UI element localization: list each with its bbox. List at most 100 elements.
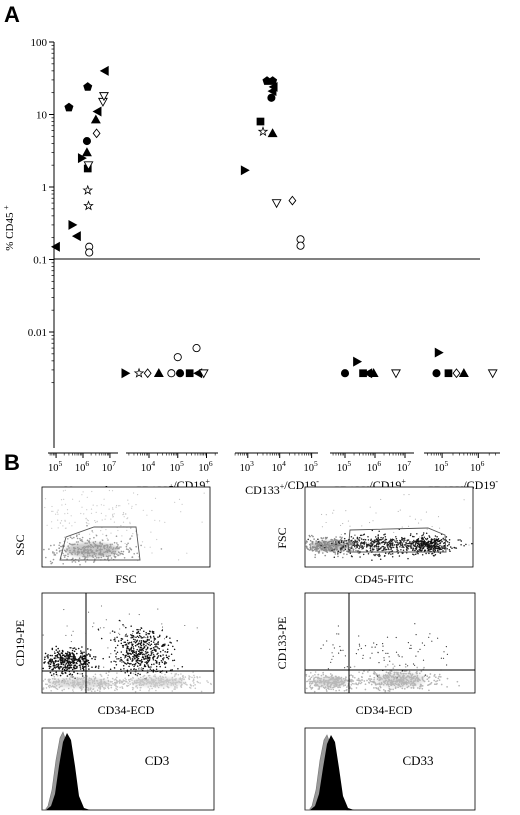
event-dot bbox=[157, 608, 159, 610]
event-dot bbox=[117, 554, 119, 557]
event-dot bbox=[384, 533, 386, 535]
event-dot bbox=[137, 534, 139, 536]
event-dot bbox=[136, 658, 139, 660]
event-dot bbox=[393, 671, 396, 674]
event-dot bbox=[102, 678, 105, 681]
event-dot bbox=[92, 556, 94, 558]
event-dot bbox=[137, 672, 139, 675]
event-dot bbox=[122, 550, 125, 553]
event-dot bbox=[409, 544, 411, 546]
event-dot bbox=[58, 547, 61, 549]
event-dot bbox=[339, 544, 341, 546]
event-dot bbox=[145, 637, 147, 639]
event-dot bbox=[58, 544, 60, 547]
event-dot bbox=[105, 534, 108, 537]
event-dot bbox=[110, 557, 113, 559]
scatter-group: 105106107Unsorted bbox=[48, 65, 118, 497]
event-dot bbox=[340, 541, 343, 544]
event-dot bbox=[87, 659, 90, 662]
event-dot bbox=[150, 663, 153, 666]
event-dot bbox=[368, 682, 371, 684]
event-dot bbox=[385, 548, 388, 551]
event-dot bbox=[171, 679, 174, 682]
event-dot bbox=[350, 687, 352, 689]
event-dot bbox=[132, 655, 134, 658]
event-dot bbox=[419, 547, 421, 549]
event-dot bbox=[383, 676, 385, 679]
event-dot bbox=[149, 635, 152, 638]
event-dot bbox=[206, 680, 208, 682]
event-dot bbox=[46, 655, 48, 657]
event-dot bbox=[367, 539, 370, 541]
event-dot bbox=[148, 659, 151, 662]
event-dot bbox=[332, 512, 334, 514]
y-tick-label: 0.01 bbox=[28, 327, 47, 339]
event-dot bbox=[59, 542, 61, 544]
event-dot bbox=[162, 658, 164, 661]
event-dot bbox=[100, 530, 102, 532]
event-dot bbox=[389, 672, 392, 675]
event-dot bbox=[146, 636, 149, 638]
event-dot bbox=[388, 548, 390, 551]
event-dot bbox=[138, 648, 140, 650]
event-dot bbox=[97, 667, 100, 669]
event-dot bbox=[132, 635, 135, 637]
event-dot bbox=[93, 679, 96, 681]
event-cloud bbox=[407, 532, 463, 557]
event-dot bbox=[463, 544, 465, 547]
event-dot bbox=[396, 546, 398, 549]
event-dot bbox=[78, 548, 80, 550]
event-dot bbox=[423, 666, 425, 669]
event-dot bbox=[126, 684, 128, 687]
event-dot bbox=[102, 555, 105, 557]
event-dot bbox=[192, 671, 194, 674]
event-dot bbox=[161, 661, 164, 663]
event-dot bbox=[168, 655, 170, 658]
event-dot bbox=[44, 661, 46, 663]
event-dot bbox=[386, 544, 389, 546]
event-dot bbox=[127, 658, 129, 660]
event-dot bbox=[78, 677, 80, 680]
event-dot bbox=[62, 678, 64, 680]
event-dot bbox=[345, 676, 347, 678]
event-dot bbox=[468, 544, 470, 546]
event-dot bbox=[153, 637, 155, 639]
event-dot bbox=[309, 678, 312, 681]
event-dot bbox=[178, 559, 180, 561]
event-dot bbox=[139, 689, 141, 691]
event-dot bbox=[129, 672, 132, 674]
event-dot bbox=[76, 543, 79, 546]
event-dot bbox=[170, 653, 173, 655]
event-dot bbox=[59, 658, 61, 661]
event-dot bbox=[151, 687, 153, 690]
event-dot bbox=[67, 680, 69, 682]
event-dot bbox=[186, 552, 188, 554]
event-dot bbox=[71, 553, 73, 556]
event-dot bbox=[423, 541, 425, 544]
event-dot bbox=[90, 678, 93, 681]
event-dot bbox=[66, 548, 68, 550]
event-dot bbox=[88, 683, 91, 685]
event-dot bbox=[87, 545, 89, 547]
event-dot bbox=[414, 675, 416, 678]
event-dot bbox=[63, 556, 66, 558]
event-dot bbox=[84, 546, 87, 549]
event-dot bbox=[153, 639, 156, 641]
event-dot bbox=[79, 539, 82, 542]
event-dot bbox=[317, 551, 320, 553]
event-dot bbox=[150, 637, 152, 639]
event-dot bbox=[176, 639, 178, 642]
event-dot bbox=[325, 543, 327, 546]
event-dot bbox=[162, 687, 165, 689]
event-dot bbox=[373, 678, 375, 681]
data-point bbox=[83, 161, 94, 171]
event-dot bbox=[395, 636, 397, 639]
event-dot bbox=[325, 521, 327, 524]
event-dot bbox=[384, 682, 386, 685]
x-tick-exponent: 6 bbox=[85, 459, 89, 468]
event-dot bbox=[394, 680, 396, 683]
event-dot bbox=[144, 651, 147, 653]
event-dot bbox=[333, 679, 336, 681]
event-dot bbox=[153, 680, 155, 682]
event-dot bbox=[427, 540, 430, 543]
